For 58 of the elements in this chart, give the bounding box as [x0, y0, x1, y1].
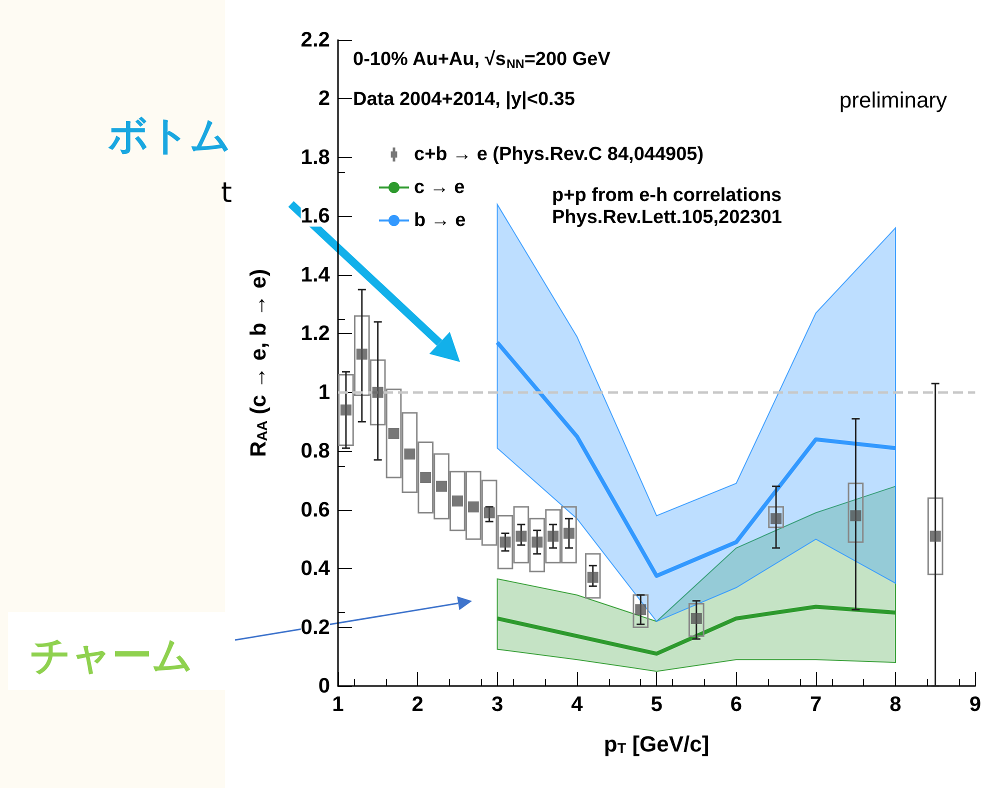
- x-tick-label: 7: [810, 693, 822, 716]
- point: [340, 404, 352, 416]
- point: [404, 448, 416, 460]
- point: [532, 536, 543, 548]
- annotation: Data 2004+2014, |y|<0.35: [353, 89, 576, 110]
- y-tick-label: 0.8: [300, 440, 330, 463]
- y-tick-label: 0.2: [300, 616, 330, 639]
- x-tick-label: 8: [890, 693, 902, 716]
- x-tick-label: 6: [730, 693, 742, 716]
- y-tick-label: 1.2: [300, 322, 330, 346]
- x-tick-label: 5: [650, 693, 663, 716]
- y-axis-title: RAA (c → e, b → e): [246, 268, 271, 458]
- point: [500, 536, 511, 548]
- line-series: [495, 340, 898, 578]
- x-tick-label: 4: [571, 693, 584, 716]
- y-tick-label: 2.2: [300, 28, 330, 52]
- x-tick-label: 9: [969, 693, 982, 716]
- point: [436, 480, 448, 492]
- point: [420, 472, 432, 484]
- point: [372, 386, 384, 398]
- point: [548, 530, 559, 542]
- text: チャーム: [30, 632, 193, 681]
- bar: [768, 506, 784, 528]
- x-tick-label: 1: [332, 693, 344, 716]
- point: [484, 507, 495, 518]
- y-tick-label: 1: [318, 380, 330, 404]
- point: [388, 428, 400, 439]
- y-tick-label: 0.4: [300, 557, 330, 580]
- text: ボトム: [108, 112, 231, 161]
- annotation: preliminary: [839, 88, 948, 112]
- bar: [927, 497, 944, 576]
- legend-label: c+b → e (Phys.Rev.C 84,044905): [414, 144, 704, 165]
- x-tick-label: 3: [491, 693, 504, 716]
- bar: [848, 482, 864, 543]
- bar: [688, 603, 704, 637]
- point: [516, 530, 527, 542]
- line-series: [495, 604, 898, 656]
- y-tick-label: 0: [318, 674, 330, 698]
- y-tick-label: 2: [318, 87, 330, 110]
- x-axis-title: pT [GeV/c]: [604, 731, 710, 757]
- point: [452, 496, 463, 507]
- y-tick-label: 1.8: [300, 146, 330, 169]
- point: [563, 528, 574, 539]
- y-tick-label: 1.4: [300, 263, 330, 286]
- text: t: [221, 176, 232, 209]
- point: [468, 501, 479, 512]
- legend-label: b → e: [414, 210, 466, 231]
- annotation: p+p from e-h correlations: [552, 185, 782, 206]
- y-tick-label: 1.6: [300, 204, 330, 228]
- point: [356, 348, 368, 360]
- x-tick-label: 2: [412, 693, 424, 716]
- y-tick-label: 0.6: [300, 498, 330, 522]
- bar: [632, 594, 649, 628]
- legend-label: c → e: [414, 177, 465, 198]
- bar: [584, 553, 601, 599]
- point: [850, 510, 862, 522]
- point: [930, 530, 941, 542]
- annotation: Phys.Rev.Lett.105,202301: [552, 207, 782, 228]
